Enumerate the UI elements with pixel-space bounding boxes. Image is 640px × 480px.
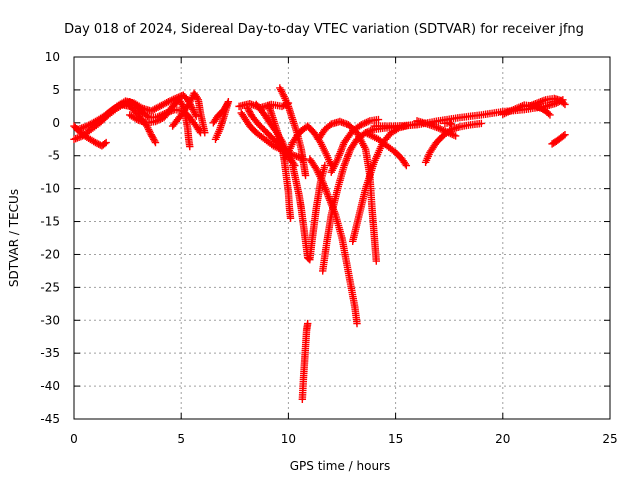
y-tick-label: -10 <box>40 182 60 196</box>
series-arc-e <box>126 96 194 151</box>
x-tick-label: 5 <box>177 432 185 446</box>
data-point-marker <box>321 161 329 170</box>
y-tick-label: -45 <box>40 412 60 426</box>
series-arc-m <box>276 84 310 180</box>
x-tick-labels: 0 5 10 15 20 25 <box>70 432 617 446</box>
y-axis-label: SDTVAR / TECUs <box>7 189 21 287</box>
y-tick-label: -25 <box>40 280 60 294</box>
data-point-marker <box>561 100 569 109</box>
y-tick-label: -40 <box>40 379 60 393</box>
data-point-marker <box>372 257 381 265</box>
x-tick-label: 15 <box>388 432 403 446</box>
y-tick-label: -20 <box>40 247 60 261</box>
data-point-marker <box>186 142 194 151</box>
chart-title: Day 018 of 2024, Sidereal Day-to-day VTE… <box>64 22 584 37</box>
data-point-marker <box>151 138 160 147</box>
data-point-marker <box>353 319 361 328</box>
series-arc-t <box>314 117 381 265</box>
y-tick-label: 5 <box>52 83 60 97</box>
x-tick-label: 10 <box>281 432 296 446</box>
y-tick-label: 10 <box>45 50 60 64</box>
series-arc-n <box>280 122 335 170</box>
axis-ticks <box>73 56 611 420</box>
data-point-marker <box>303 319 312 328</box>
y-tick-labels: 10 5 0 -5 -10 -15 -20 -25 -30 -35 -40 -45 <box>40 50 60 426</box>
y-tick-label: -5 <box>48 149 60 163</box>
y-tick-label: 0 <box>52 116 60 130</box>
data-point-marker <box>301 171 310 180</box>
data-point-marker <box>546 111 554 119</box>
data-point-marker <box>451 132 460 140</box>
grid-lines <box>74 57 610 419</box>
x-tick-label: 25 <box>602 432 617 446</box>
data-marks <box>70 84 569 403</box>
x-axis-label: GPS time / hours <box>290 459 391 473</box>
x-tick-label: 0 <box>70 432 78 446</box>
data-point-marker <box>286 157 295 165</box>
data-point-marker <box>211 135 220 143</box>
y-tick-label: -35 <box>40 346 60 360</box>
series-arc-ac <box>441 119 456 128</box>
x-tick-label: 20 <box>495 432 510 446</box>
series-arc-ab <box>548 130 569 148</box>
series-arc-v <box>361 128 411 170</box>
series-arc-p <box>298 319 312 403</box>
data-point-marker <box>374 115 383 124</box>
series-arc-f <box>168 89 209 137</box>
series-arc-d <box>96 91 200 125</box>
data-point-marker <box>102 138 110 147</box>
data-point-marker <box>286 214 295 222</box>
series-arc-y <box>413 117 460 140</box>
data-point-marker <box>402 161 411 170</box>
series-arc-aa <box>524 94 569 111</box>
plot-frame <box>73 56 611 420</box>
data-point-marker <box>447 120 456 128</box>
data-point-marker <box>201 128 209 137</box>
data-point-marker <box>561 130 569 139</box>
y-tick-label: -30 <box>40 313 60 327</box>
y-tick-label: -15 <box>40 215 60 229</box>
data-point-marker <box>477 119 486 128</box>
series-arc-g <box>209 98 233 143</box>
